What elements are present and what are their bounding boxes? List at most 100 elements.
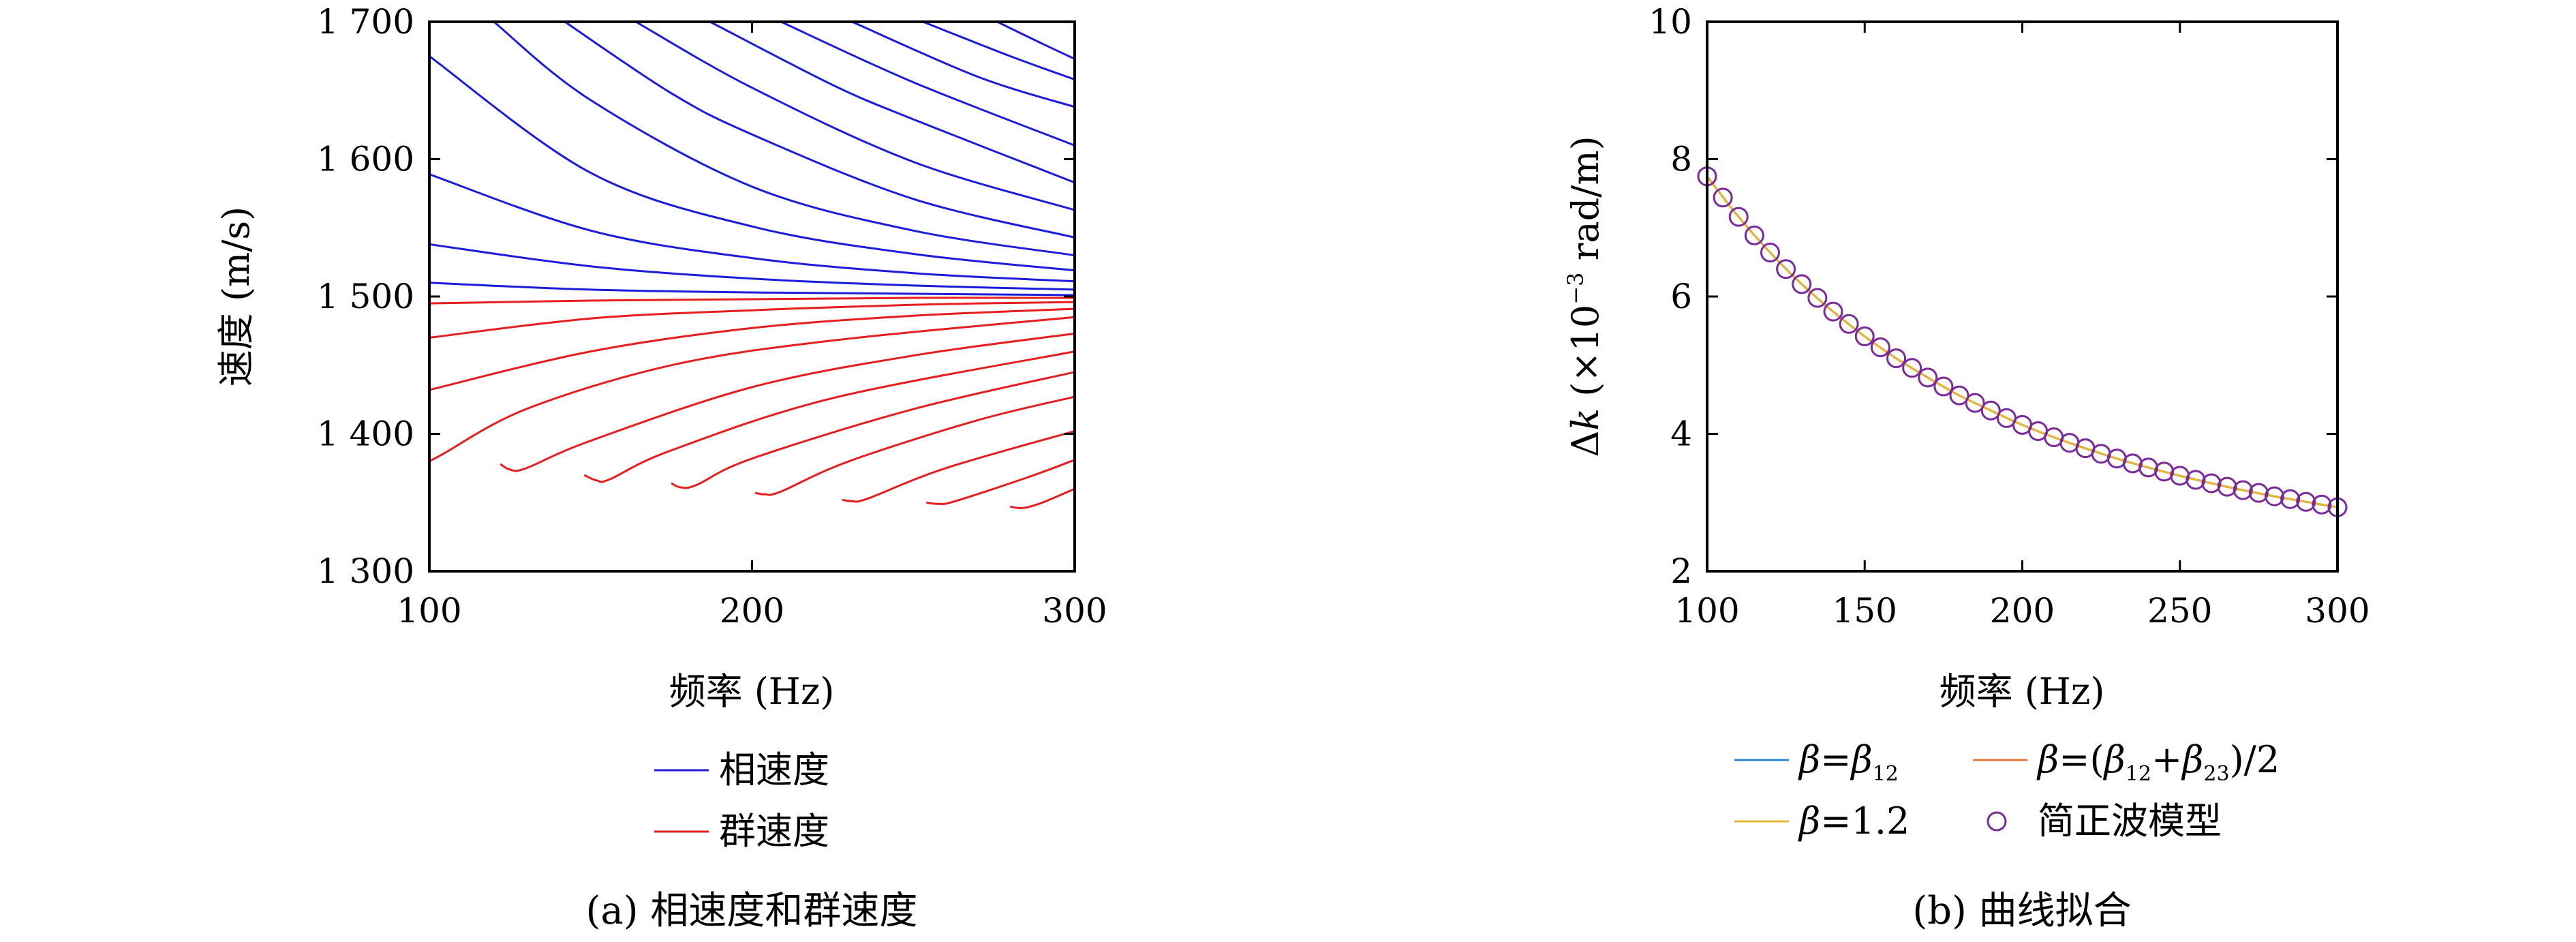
phase-velocity-curve bbox=[429, 173, 1075, 283]
sym-beta: β bbox=[1798, 738, 1820, 781]
normal-mode-marker bbox=[1728, 207, 1749, 227]
normal-mode-marker bbox=[1902, 358, 1922, 378]
normal-mode-marker bbox=[1980, 400, 2001, 421]
normal-mode-marker bbox=[1713, 187, 1733, 208]
normal-mode-marker bbox=[1965, 393, 1985, 413]
panel-a-ylabel: 速度 (m/s) bbox=[215, 207, 258, 386]
normal-mode-marker bbox=[1807, 288, 1828, 308]
phase-velocity-curve bbox=[922, 20, 1075, 81]
panel-b-caption: (b) 曲线拟合 bbox=[1912, 889, 2131, 933]
beta-fixed-fit-line bbox=[1706, 175, 2338, 508]
panel-a-xlabel: 频率 (Hz) bbox=[669, 670, 835, 713]
legend-label-beta-fixed: β=1.2 bbox=[1798, 800, 1910, 842]
normal-mode-marker bbox=[2233, 480, 2253, 500]
phase-velocity-curve bbox=[780, 20, 1075, 147]
sym-beta: β bbox=[1798, 800, 1820, 842]
group-velocity-curve bbox=[429, 307, 1075, 391]
legend-label-group-velocity: 群速度 bbox=[719, 810, 829, 853]
normal-mode-marker bbox=[1823, 301, 1843, 322]
normal-mode-marker bbox=[1792, 274, 1812, 294]
panel-a-y-tick-label: 1 300 bbox=[317, 551, 414, 591]
panel-b: 100 150 200 250 300 2 4 6 8 10 Δk (×10−3 rad/m) 频… bbox=[1563, 2, 2370, 933]
beta12-fit-line bbox=[1706, 175, 2338, 508]
sym-beta: β bbox=[2036, 738, 2059, 781]
beta-average-fit-line bbox=[1706, 175, 2338, 508]
group-velocity-curve bbox=[926, 459, 1075, 506]
normal-mode-marker bbox=[1933, 376, 1954, 397]
panel-b-x-tick-label: 250 bbox=[2147, 591, 2212, 630]
panel-b-xlabel: 频率 (Hz) bbox=[1939, 670, 2105, 713]
sym-beta: β bbox=[2103, 738, 2126, 781]
phase-velocity-curve bbox=[851, 20, 1075, 108]
panel-a-y-tick-label: 1 500 bbox=[317, 277, 414, 316]
subscript: 12 bbox=[1873, 762, 1899, 786]
normal-mode-marker bbox=[2296, 491, 2316, 512]
panel-b-legend: β=β12 β=(β12+β23)/2 β=1.2 简正波模型 bbox=[1734, 738, 2280, 842]
panel-b-x-tick-label: 100 bbox=[1674, 591, 1739, 630]
normal-mode-marker bbox=[1744, 225, 1764, 245]
phase-velocity-curve bbox=[429, 55, 1075, 272]
phase-velocity-curve bbox=[635, 20, 1075, 211]
panel-a-y-tick-label: 1 400 bbox=[317, 414, 414, 454]
ylabel-unit: rad/m) bbox=[1564, 136, 1607, 272]
normal-mode-marker bbox=[1854, 326, 1875, 346]
ylabel-main: (×10 bbox=[1564, 305, 1607, 408]
phase-velocity-curve bbox=[564, 20, 1075, 239]
legend-label-phase-velocity: 相速度 bbox=[719, 748, 829, 791]
phase-velocity-curve bbox=[996, 20, 1075, 60]
panel-a-y-tick-label: 1 600 bbox=[317, 140, 414, 179]
normal-mode-marker bbox=[2201, 473, 2222, 493]
panel-a-legend: 相速度 群速度 bbox=[654, 748, 829, 853]
subscript: 23 bbox=[2203, 762, 2229, 786]
panel-b-y-tick-label: 10 bbox=[1649, 2, 1692, 42]
legend-label-beta12: β=β12 bbox=[1798, 738, 1899, 786]
normal-mode-marker bbox=[2217, 476, 2237, 497]
legend-label-normal-mode: 简正波模型 bbox=[2038, 800, 2222, 842]
phase-velocity-curve bbox=[429, 243, 1075, 291]
group-velocity-curve bbox=[583, 350, 1075, 483]
group-velocity-curve bbox=[1010, 487, 1075, 510]
normal-mode-marker bbox=[1870, 337, 1890, 358]
phase-velocity-curve bbox=[709, 20, 1075, 184]
group-velocity-curve bbox=[842, 430, 1075, 503]
normal-mode-marker bbox=[1886, 348, 1906, 369]
panel-a-y-tick-label: 1 700 bbox=[317, 2, 414, 42]
panel-b-x-tick-label: 200 bbox=[1990, 591, 2055, 630]
sym-plus: + bbox=[2151, 738, 2182, 781]
panel-b-markers bbox=[1697, 166, 2348, 517]
group-velocity-curve bbox=[429, 297, 1075, 305]
subscript: 12 bbox=[2126, 762, 2151, 786]
sym-eq: = bbox=[1820, 738, 1851, 781]
ylabel-exponent: −3 bbox=[1563, 273, 1589, 305]
panel-b-ticks: 100 150 200 250 300 2 4 6 8 10 bbox=[1649, 2, 2370, 630]
legend-label-beta-average: β=(β12+β23)/2 bbox=[2036, 738, 2280, 786]
normal-mode-marker bbox=[1839, 314, 1859, 334]
sym-beta: β bbox=[1850, 738, 1872, 781]
phase-velocity-curve bbox=[429, 282, 1075, 297]
group-velocity-curve bbox=[754, 395, 1075, 496]
group-velocity-curve bbox=[429, 316, 1075, 463]
legend-marker-normal-mode bbox=[1987, 811, 2007, 832]
panel-b-x-tick-label: 150 bbox=[1833, 591, 1897, 630]
normal-mode-marker bbox=[1760, 243, 1780, 263]
normal-mode-marker bbox=[1918, 367, 1938, 388]
panel-a-x-tick-label: 300 bbox=[1042, 591, 1107, 630]
panel-b-y-tick-label: 2 bbox=[1670, 551, 1692, 591]
panel-a: 100 200 300 1 300 1 400 1 500 1 600 1 700 速度 (m… bbox=[215, 2, 1107, 933]
panel-b-y-tick-label: 8 bbox=[1670, 140, 1692, 179]
normal-mode-marker bbox=[2265, 486, 2284, 506]
normal-mode-marker bbox=[2186, 470, 2206, 490]
group-velocity-curve bbox=[429, 301, 1075, 339]
normal-mode-marker bbox=[1949, 385, 1969, 406]
panel-b-y-tick-label: 6 bbox=[1670, 277, 1692, 316]
group-velocity-curve bbox=[500, 332, 1075, 472]
sym-eq: =1.2 bbox=[1820, 800, 1910, 842]
panel-b-y-tick-label: 4 bbox=[1670, 414, 1692, 454]
sym-eq: =( bbox=[2059, 738, 2104, 781]
phase-velocity-curve bbox=[493, 20, 1075, 257]
panel-b-plot-frame bbox=[1706, 20, 2339, 573]
panel-a-x-tick-label: 100 bbox=[397, 591, 461, 630]
panel-a-caption: (a) 相速度和群速度 bbox=[586, 889, 918, 933]
panel-a-curves bbox=[429, 20, 1075, 510]
